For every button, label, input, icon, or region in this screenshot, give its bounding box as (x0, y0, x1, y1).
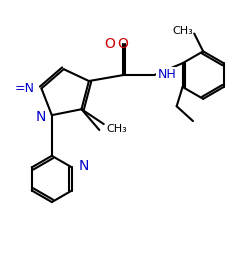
Text: NH: NH (158, 68, 176, 81)
Text: N: N (76, 160, 87, 174)
Text: O: O (118, 37, 129, 51)
Text: =N: =N (15, 82, 35, 95)
Text: =N: =N (16, 82, 36, 95)
Text: NH: NH (156, 69, 174, 81)
Text: CH₃: CH₃ (107, 124, 128, 133)
Text: N: N (36, 110, 46, 124)
Text: O: O (104, 37, 115, 51)
Text: N: N (78, 160, 89, 173)
Text: CH₃: CH₃ (172, 26, 193, 35)
Text: N: N (36, 110, 46, 124)
